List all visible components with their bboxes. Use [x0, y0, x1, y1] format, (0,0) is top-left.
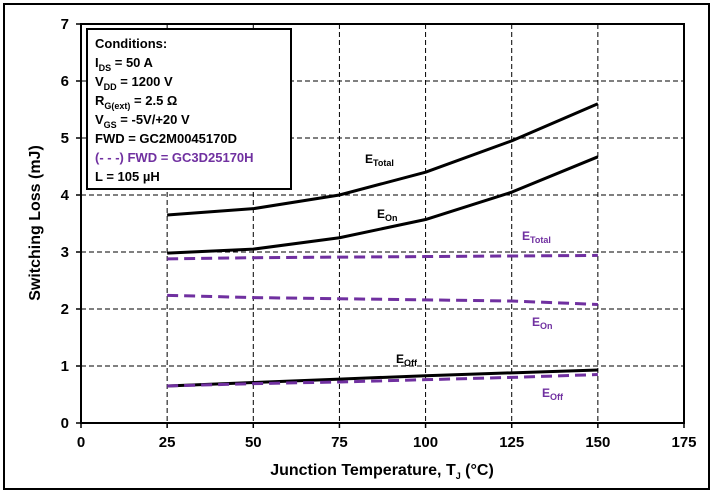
y-tick-label: 5	[61, 130, 69, 147]
curve-label: EOff	[542, 386, 564, 402]
condition-line: VDD = 1200 V	[95, 74, 173, 92]
condition-line: (- - -) FWD = GC3D25170H	[95, 150, 254, 165]
y-tick-label: 2	[61, 301, 69, 318]
x-tick-label: 50	[245, 434, 262, 451]
condition-line: IDS = 50 A	[95, 55, 154, 73]
y-tick-label: 4	[61, 187, 70, 204]
curve-label: EOff	[396, 352, 418, 368]
y-tick-label: 1	[61, 358, 69, 375]
condition-line: L = 105 µH	[95, 169, 160, 184]
x-tick-label: 175	[671, 434, 696, 451]
condition-line: VGS = -5V/+20 V	[95, 112, 190, 130]
curve-label: ETotal	[365, 152, 394, 168]
curve-label: EOn	[377, 207, 398, 223]
series-line	[167, 155, 599, 255]
curve-labels: ETotal EOn EOff ETotal EOn EOff	[365, 152, 564, 402]
x-tick-label: 100	[413, 434, 438, 451]
series-line	[167, 102, 599, 217]
condition-line: FWD = GC2M0045170D	[95, 131, 237, 146]
y-tick-label: 6	[61, 73, 69, 90]
y-tick-label: 3	[61, 244, 69, 261]
series-line	[167, 293, 598, 306]
x-tick-label: 75	[331, 434, 348, 451]
x-tick-label: 25	[159, 434, 176, 451]
y-axis-title: Switching Loss (mJ)	[27, 145, 44, 301]
series-line	[167, 373, 598, 388]
curve-label: ETotal	[522, 229, 551, 245]
series-line	[167, 253, 598, 261]
curve-label: EOn	[532, 315, 553, 331]
y-tick-label: 7	[61, 16, 69, 33]
x-tick-label: 125	[499, 434, 524, 451]
x-tick-label: 150	[585, 434, 610, 451]
tick-labels: 0 25 50 75 100 125 150 175 0 1 2 3 4 5 6 7	[61, 16, 697, 451]
x-axis-title: Junction Temperature, TJ (°C)	[270, 462, 494, 481]
condition-line: RG(ext) = 2.5 Ω	[95, 93, 177, 111]
x-tick-label: 0	[77, 434, 85, 451]
series-lines	[167, 102, 599, 388]
plot-border	[80, 23, 685, 424]
conditions-heading: Conditions:	[95, 36, 167, 51]
y-tick-label: 0	[61, 415, 69, 432]
